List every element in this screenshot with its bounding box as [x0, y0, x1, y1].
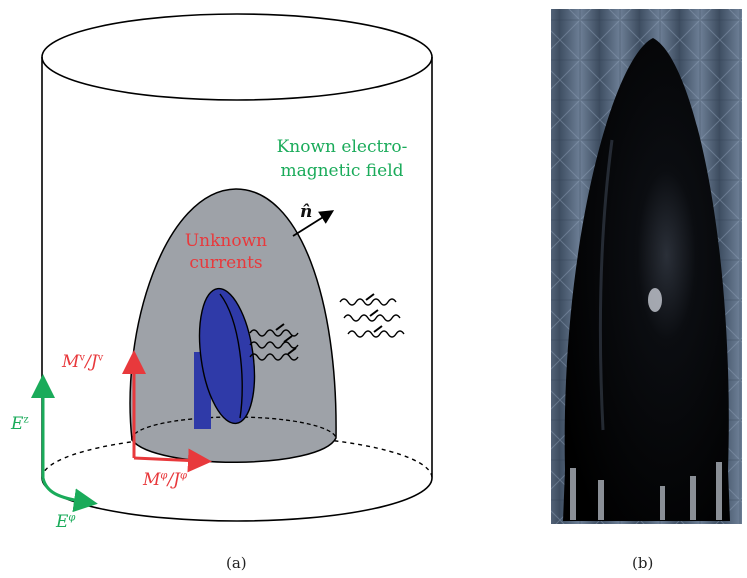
Mv-main: M [62, 352, 80, 372]
Mphi-main: M [143, 470, 161, 490]
wave-group-outer [339, 293, 405, 338]
known-field-line1: Known electro- [276, 137, 408, 157]
Ez-main: E [11, 414, 24, 434]
caption-b: (b) [632, 554, 654, 572]
Jv-sup: v [97, 352, 104, 364]
Mphi-sup: φ [160, 470, 168, 482]
dome-base-dashed-ellipse [131, 416, 337, 441]
normal-vector-label: n̂ [300, 202, 313, 222]
diagram-a [31, 13, 433, 522]
Jv-main: /J [85, 352, 98, 372]
Ephi-label: Eφ [56, 512, 75, 532]
Ephi-arrow [41, 477, 98, 513]
Ez-label: Ez [11, 414, 29, 434]
photo-b [551, 9, 742, 524]
known-field-label: Known electro- magnetic field [252, 135, 432, 183]
unknown-line2: currents [189, 253, 263, 273]
radome-highlight [648, 288, 662, 312]
radome-base-slots [570, 462, 722, 520]
cylinder-top-ellipse [41, 13, 433, 101]
antenna-dish [198, 287, 256, 425]
Mv-sup: v [79, 352, 86, 364]
Jphi-main: /J [167, 470, 180, 490]
unknown-line1: Unknown [184, 231, 268, 251]
Ephi-sup: φ [68, 512, 76, 524]
Ephi-main: E [56, 512, 69, 532]
antenna-dish-rim [219, 293, 243, 419]
cylinder-bottom-front-arc [41, 477, 433, 522]
Mphi-Jphi-arrow [133, 448, 212, 473]
Jphi-sup: φ [179, 470, 187, 482]
Ez-sup: z [23, 414, 29, 426]
wave-group-inner [249, 323, 299, 361]
radome-sheen [598, 139, 614, 431]
radome-photo [563, 38, 730, 521]
known-field-line2: magnetic field [280, 161, 404, 181]
unknown-currents-label: Unknown currents [170, 230, 282, 274]
Mv-Jv-label: Mv/Jv [62, 352, 103, 372]
caption-a: (a) [226, 554, 247, 572]
Mphi-Jphi-label: Mφ/Jφ [143, 470, 187, 490]
normal-vector-arrow [292, 210, 335, 237]
